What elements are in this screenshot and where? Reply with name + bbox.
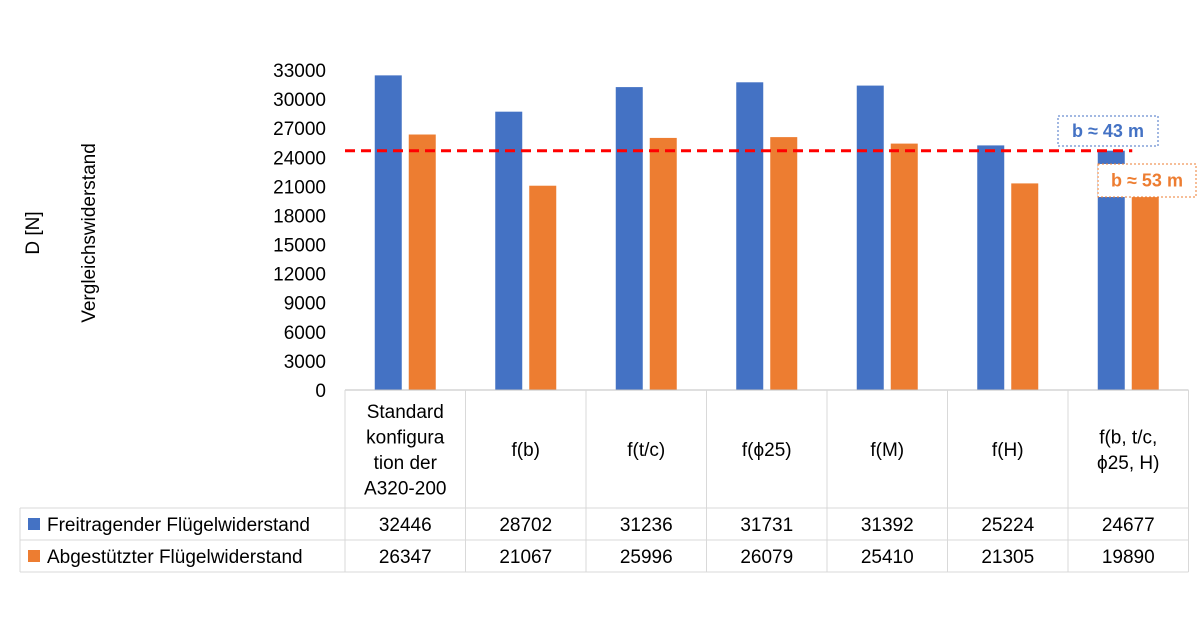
y-tick-label: 21000: [273, 177, 326, 198]
category-label: ϕ25, H): [1097, 453, 1159, 474]
data-value-label: 25224: [981, 515, 1034, 536]
bar-series-1: [615, 87, 643, 390]
data-value-label: 31236: [620, 515, 673, 536]
data-value-label: 21305: [981, 547, 1034, 568]
bar-series-1: [374, 75, 402, 390]
annotation-label: b ≈ 43 m: [1072, 121, 1144, 141]
data-value-label: 32446: [379, 515, 432, 536]
bar-series-2: [890, 143, 918, 390]
annotation-box: [1057, 115, 1159, 147]
y-tick-label: 12000: [273, 265, 326, 286]
data-table: Standard konfigura tion der A320-200 f(b) f(t…: [19, 389, 1189, 573]
bar-series-2: [408, 134, 436, 390]
bar-series-1: [495, 111, 523, 390]
y-tick-label: 0: [315, 381, 326, 402]
y-tick-label: 9000: [284, 294, 326, 315]
y-tick-label: 24000: [273, 148, 326, 169]
y-tick-label: 3000: [284, 352, 326, 373]
category-label: f(t/c): [627, 440, 665, 461]
legend-key-series-2: [28, 550, 40, 562]
bar-series-2: [1011, 183, 1039, 390]
y-axis-title-outer: D [N]: [23, 211, 44, 254]
bar-series-1: [856, 85, 884, 391]
data-value-label: 19890: [1102, 547, 1155, 568]
y-tick-label: 33000: [273, 61, 326, 82]
data-value-label: 24677: [1102, 515, 1155, 536]
annotations: b ≈ 43 m b ≈ 53 m: [1057, 115, 1197, 198]
annotation-label: b ≈ 53 m: [1111, 171, 1183, 191]
bar-series-2: [770, 137, 798, 390]
y-axis-ticks: 0 3000 6000 9000 12000 15000 18000 21000 24000 27…: [273, 61, 326, 402]
category-label: f(b): [512, 440, 541, 461]
category-label: f(H): [992, 440, 1024, 461]
y-tick-label: 15000: [273, 236, 326, 257]
bar-series-2: [1131, 197, 1159, 390]
bar-series-2: [649, 137, 677, 390]
data-value-label: 26347: [379, 547, 432, 568]
bar-series-1: [736, 82, 764, 391]
legend-label-series-2: Abgestützter Flügelwiderstand: [47, 547, 303, 568]
bar-series-1: [977, 145, 1005, 390]
data-value-label: 26079: [740, 547, 793, 568]
y-axis-title-inner: Vergleichswiderstand: [79, 143, 100, 323]
bar-series-2: [529, 185, 557, 390]
bars: [374, 75, 1159, 391]
data-value-label: 21067: [499, 547, 552, 568]
y-tick-label: 27000: [273, 119, 326, 140]
data-value-label: 31392: [861, 515, 914, 536]
y-tick-label: 18000: [273, 206, 326, 227]
category-label: A320-200: [364, 478, 446, 499]
annotation-box: [1097, 163, 1197, 198]
category-label: f(ϕ25): [742, 440, 792, 461]
category-label: tion der: [374, 453, 438, 474]
data-value-label: 25410: [861, 547, 914, 568]
y-tick-label: 6000: [284, 323, 326, 344]
category-label: f(M): [870, 440, 904, 461]
y-tick-label: 30000: [273, 90, 326, 111]
category-label: konfigura: [366, 427, 445, 448]
data-value-label: 31731: [740, 515, 793, 536]
data-value-label: 25996: [620, 547, 673, 568]
legend-key-series-1: [28, 518, 40, 530]
legend-label-series-1: Freitragender Flügelwiderstand: [47, 515, 310, 536]
category-label: Standard: [367, 402, 444, 423]
category-label: f(b, t/c,: [1099, 427, 1157, 448]
data-value-label: 28702: [499, 515, 552, 536]
